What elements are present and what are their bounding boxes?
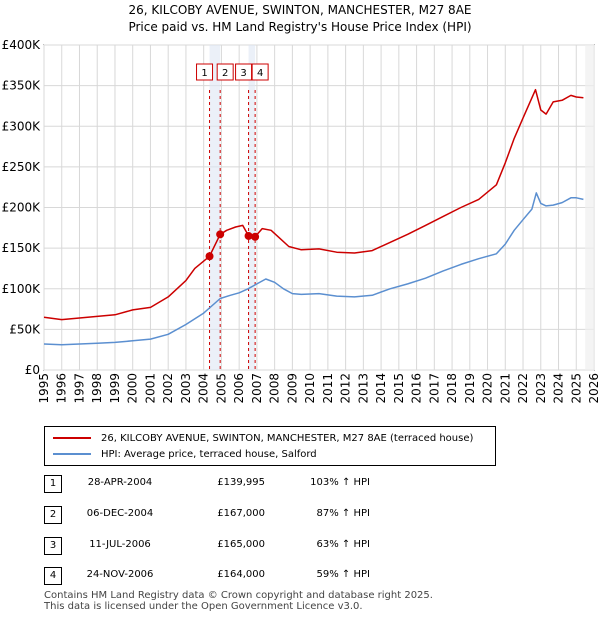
y-tick-label: £400K	[2, 38, 42, 52]
x-tick-label: 1996	[55, 373, 69, 404]
x-tick-label: 2007	[250, 373, 264, 404]
sale-number-box	[196, 63, 214, 81]
transaction-date: 11-JUL-2006	[89, 539, 151, 550]
y-tick-label: £200K	[2, 201, 42, 215]
legend-label-property: 26, KILCOBY AVENUE, SWINTON, MANCHESTER,…	[101, 432, 474, 444]
x-tick-label: 2016	[410, 373, 424, 404]
footer-copyright: Contains HM Land Registry data © Crown c…	[44, 590, 433, 601]
x-tick-label: 2008	[268, 373, 282, 404]
sale-point	[216, 230, 225, 239]
y-tick-label: £150K	[2, 241, 42, 255]
x-tick-label: 2023	[534, 373, 548, 404]
footer-license: This data is licensed under the Open Gov…	[44, 601, 363, 612]
transaction-number: 4	[44, 567, 62, 585]
transaction-price: £164,000	[217, 569, 265, 580]
y-tick-label: £250K	[2, 160, 42, 174]
sale-number-box	[216, 63, 234, 81]
x-tick-label: 2025	[569, 373, 583, 404]
sale-number-box	[235, 63, 253, 81]
x-tick-label: 2015	[392, 373, 406, 404]
transaction-row: 1 28-APR-2004 £139,995 103% ↑ HPI	[0, 475, 600, 495]
transaction-number: 3	[44, 537, 62, 555]
x-tick-label: 2006	[232, 373, 246, 404]
y-tick-label: £350K	[2, 79, 42, 93]
transaction-hpi: 87% ↑ HPI	[316, 508, 370, 519]
transaction-date: 06-DEC-2004	[86, 508, 154, 519]
transaction-hpi: 103% ↑ HPI	[310, 477, 370, 488]
transaction-number: 1	[44, 475, 62, 493]
transaction-price: £139,995	[217, 477, 265, 488]
legend-swatch-hpi	[53, 453, 91, 455]
transaction-price: £165,000	[217, 539, 265, 550]
projection-region	[585, 45, 594, 370]
legend: 26, KILCOBY AVENUE, SWINTON, MANCHESTER,…	[44, 426, 496, 466]
sale-number-box	[251, 63, 269, 81]
y-tick-label: £50K	[9, 322, 41, 336]
x-tick-label: 2012	[339, 373, 353, 404]
x-tick-label: 2024	[552, 373, 566, 404]
chart-title: 26, KILCOBY AVENUE, SWINTON, MANCHESTER,…	[128, 3, 472, 17]
legend-item-hpi: HPI: Average price, terraced house, Salf…	[53, 447, 317, 461]
x-tick-label: 2010	[303, 373, 317, 404]
transaction-number: 2	[44, 506, 62, 524]
x-tick-label: 2020	[481, 373, 495, 404]
x-tick-label: 2019	[463, 373, 477, 404]
x-tick-label: 2003	[179, 373, 193, 404]
x-tick-label: 1997	[72, 373, 86, 404]
transaction-hpi: 63% ↑ HPI	[316, 539, 370, 550]
sale-number-label: 4	[257, 68, 263, 79]
sale-number-label: 2	[222, 68, 228, 79]
sale-point	[205, 252, 214, 261]
x-tick-label: 2001	[143, 373, 157, 404]
legend-swatch-property	[53, 437, 91, 439]
x-tick-label: 2013	[356, 373, 370, 404]
sale-period-band	[248, 45, 256, 370]
x-tick-label: 2009	[285, 373, 299, 404]
sale-point	[251, 232, 260, 241]
x-tick-label: 2004	[197, 373, 211, 404]
transaction-date: 24-NOV-2006	[86, 569, 154, 580]
series-line-hpi	[43, 192, 584, 346]
sale-number-label: 3	[240, 68, 246, 79]
transaction-row: 2 06-DEC-2004 £167,000 87% ↑ HPI	[0, 506, 600, 526]
x-tick-label: 2026	[587, 373, 600, 404]
x-tick-label: 2002	[161, 373, 175, 404]
y-tick-label: £100K	[2, 282, 42, 296]
transaction-row: 4 24-NOV-2006 £164,000 59% ↑ HPI	[0, 567, 600, 587]
transaction-row: 3 11-JUL-2006 £165,000 63% ↑ HPI	[0, 537, 600, 557]
x-tick-label: 1995	[37, 373, 51, 404]
transaction-hpi: 59% ↑ HPI	[316, 569, 370, 580]
x-tick-label: 2021	[498, 373, 512, 404]
footer: Contains HM Land Registry data © Crown c…	[44, 590, 433, 612]
x-tick-label: 2000	[126, 373, 140, 404]
x-tick-label: 2014	[374, 373, 388, 404]
x-tick-label: 2018	[445, 373, 459, 404]
x-tick-label: 1999	[108, 373, 122, 404]
x-tick-label: 1998	[90, 373, 104, 404]
sale-point	[244, 231, 253, 240]
series-line-property	[43, 88, 584, 321]
x-tick-label: 2017	[427, 373, 441, 404]
legend-label-hpi: HPI: Average price, terraced house, Salf…	[101, 448, 317, 460]
legend-item-property: 26, KILCOBY AVENUE, SWINTON, MANCHESTER,…	[53, 431, 473, 445]
chart-subtitle: Price paid vs. HM Land Registry's House …	[128, 20, 472, 34]
transaction-price: £167,000	[217, 508, 265, 519]
x-tick-label: 2022	[516, 373, 530, 404]
transaction-date: 28-APR-2004	[87, 477, 153, 488]
sale-number-label: 1	[201, 68, 207, 79]
y-tick-label: £0	[25, 363, 40, 377]
x-tick-label: 2011	[321, 373, 335, 404]
x-tick-label: 2005	[214, 373, 228, 404]
y-tick-label: £300K	[2, 119, 42, 133]
sale-period-band	[209, 45, 221, 370]
